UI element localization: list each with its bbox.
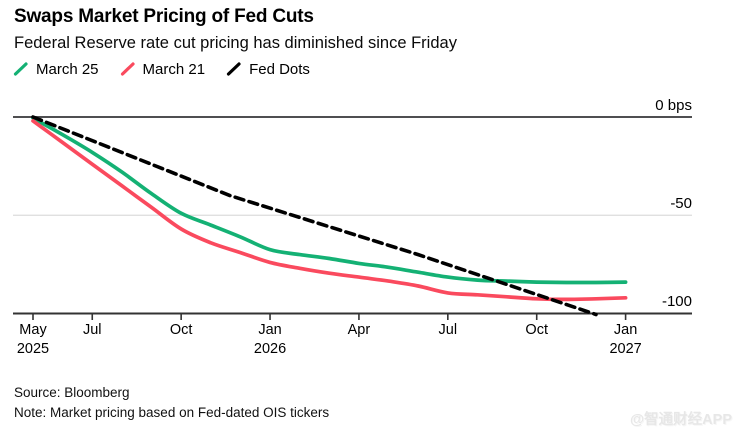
series-line-march-25	[31, 116, 628, 285]
x-tick-label-jul: Jul	[438, 322, 458, 338]
x-tick-label-may2025: May 2025	[16, 322, 50, 357]
chart-subtitle: Federal Reserve rate cut pricing has dim…	[14, 34, 457, 52]
watermark: @智通财经APP	[630, 412, 732, 428]
legend-slash-icon-fed-dots	[226, 62, 241, 76]
x-tick-label-jan2027: Jan 2027	[609, 322, 642, 357]
y-tick-label-0-bps: 0 bps	[655, 96, 692, 114]
series-line-march-21	[31, 119, 628, 302]
y-tick-label--100: -100	[661, 293, 692, 310]
legend-label: March 21	[142, 60, 206, 78]
legend-item-march-25: March 25	[13, 60, 99, 78]
x-tick-label-oct: Oct	[525, 322, 548, 338]
legend-slash-icon-march-25	[13, 62, 28, 76]
series-line-fed-dots	[31, 115, 598, 317]
x-tick-label-apr: Apr	[347, 322, 371, 338]
legend-label: March 25	[36, 60, 99, 78]
x-tick-label-jan2026: Jan 2026	[253, 322, 287, 357]
legend: March 25 March 21 Fed Dots	[13, 60, 310, 78]
legend-label: Fed Dots	[249, 60, 310, 78]
note-text: Note: Market pricing based on Fed-dated …	[14, 405, 330, 420]
source-text: Source: Bloomberg	[14, 385, 130, 400]
x-tick-label-jul: Jul	[82, 322, 102, 338]
chart-title: Swaps Market Pricing of Fed Cuts	[14, 6, 314, 27]
legend-item-march-21: March 21	[120, 60, 206, 78]
legend-slash-icon-march-21	[120, 62, 135, 76]
x-tick-label-oct: Oct	[169, 322, 193, 338]
legend-item-fed-dots: Fed Dots	[226, 60, 310, 78]
y-tick-label--50: -50	[670, 194, 692, 212]
